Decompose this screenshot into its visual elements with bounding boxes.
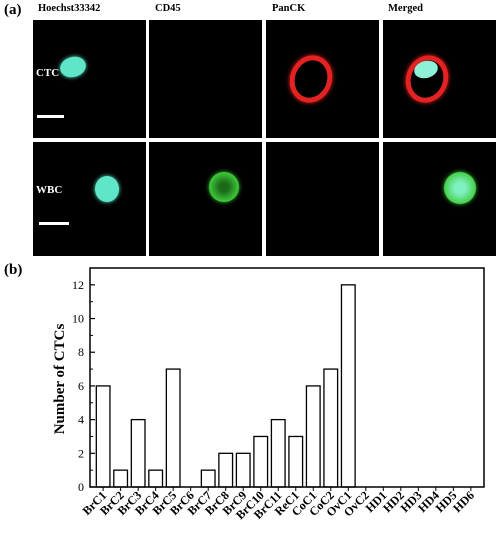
tile-ctc-cd45 [149,20,262,138]
bar [165,368,181,488]
cd45-membrane [209,172,239,202]
bar [305,385,321,488]
bar [288,435,304,488]
row-label-wbc: WBC [36,184,63,196]
y-tick-label: 10 [72,312,84,326]
tile-wbc-hoechst: WBC [33,142,146,256]
bar [270,418,286,488]
tile-wbc-merged [383,142,496,256]
bar [200,469,216,488]
column-header-cd45: CD45 [155,3,181,14]
scale-bar [37,115,64,118]
panel-a-label: (a) [4,2,22,18]
tile-wbc-panck [266,142,379,256]
merged-cell [444,172,476,204]
scale-bar [39,222,69,225]
y-axis-label: Number of CTCs [52,324,68,435]
x-tick-label: HD6 [450,488,477,515]
y-tick-label: 6 [78,379,84,393]
y-tick-label: 8 [78,345,84,359]
tile-ctc-panck [266,20,379,138]
column-header-panck: PanCK [272,3,306,14]
plot-frame [89,267,485,488]
tile-ctc-hoechst: CTC [33,20,146,138]
row-label-ctc: CTC [36,67,60,79]
bar [113,469,129,488]
bar [235,452,251,488]
y-tick-label: 0 [78,480,84,494]
bar [253,435,269,488]
y-tick-label: 2 [78,446,84,460]
bar [130,418,146,488]
bar [323,368,339,488]
column-header-merged: Merged [388,3,423,14]
y-tick-label: 12 [72,278,84,292]
hoechst-nucleus [95,176,119,202]
bar [148,469,164,488]
y-tick-label: 4 [78,413,84,427]
tile-ctc-merged [383,20,496,138]
column-header-hoechst: Hoechst33342 [38,3,101,14]
bar [95,385,111,488]
tile-wbc-cd45 [149,142,262,256]
bar [340,284,356,488]
bar [218,452,234,488]
panel-b-label: (b) [4,262,23,278]
